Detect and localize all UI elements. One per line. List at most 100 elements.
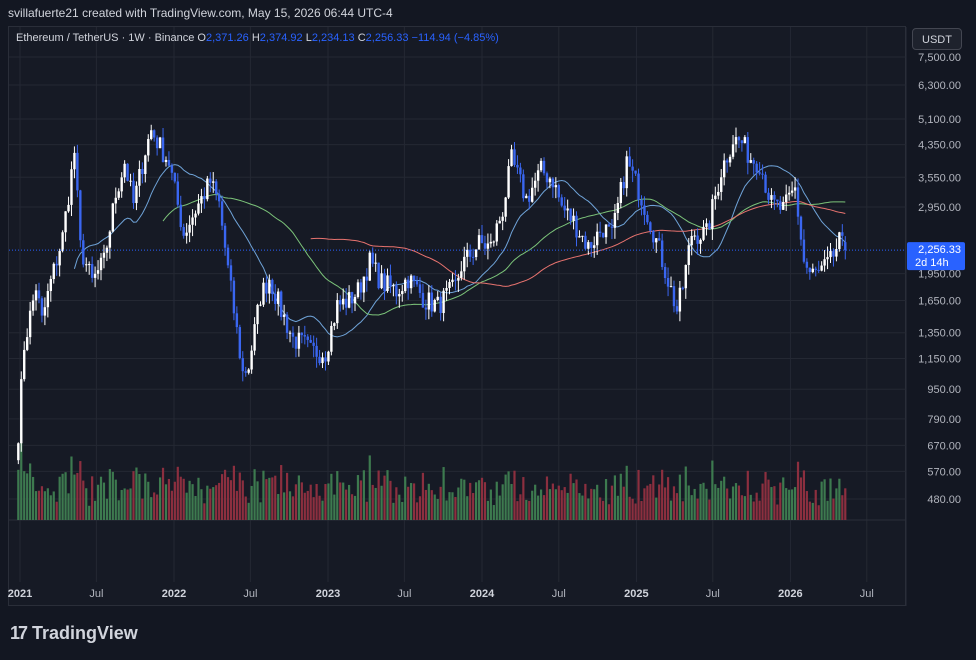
volume-bar-218	[661, 469, 664, 520]
candle-body-112	[347, 292, 351, 308]
candle-body-107	[333, 323, 336, 326]
candle-274	[826, 246, 829, 270]
volume-bar-205	[622, 486, 625, 520]
volume-bar-197	[599, 497, 602, 520]
candle-body-75	[238, 327, 242, 359]
volume-bar-10	[46, 488, 49, 520]
candle-9	[43, 297, 47, 326]
volume-bar-8	[40, 486, 44, 520]
candle-246	[743, 135, 747, 144]
candle-142	[436, 291, 439, 302]
symbol-title[interactable]: Ethereum / TetherUS · 1W · Binance	[16, 32, 195, 44]
candle-body-13	[55, 263, 58, 266]
volume-bar-259	[782, 477, 785, 520]
volume-bar-198	[601, 500, 605, 520]
candle-242	[731, 135, 735, 160]
time-tick-6: 2024	[470, 588, 495, 600]
candle-231	[699, 238, 702, 254]
candle-71	[226, 244, 230, 269]
volume-bar-106	[330, 473, 333, 520]
volume-bar-40	[135, 467, 138, 520]
time-tick-11: Jul	[860, 588, 874, 600]
volume-bar-155	[474, 482, 478, 520]
author-name[interactable]: svillafuerte21	[8, 6, 79, 20]
candle-123	[380, 265, 383, 290]
candle-body-231	[699, 239, 702, 244]
time-tick-4: 2023	[316, 588, 340, 600]
volume-bar-74	[235, 490, 238, 520]
candle-222	[672, 280, 676, 313]
candle-121	[374, 253, 377, 272]
volume-bar-189	[575, 479, 578, 520]
volume-bar-157	[480, 477, 484, 520]
volume-bar-254	[767, 479, 770, 520]
candle-189	[575, 211, 578, 247]
candle-body-11	[49, 279, 52, 292]
candle-body-92	[288, 332, 292, 334]
volume-bar-221	[669, 500, 673, 520]
candle-body-93	[291, 332, 295, 337]
volume-bar-86	[271, 477, 274, 520]
candle-body-50	[164, 159, 168, 163]
candle-body-203	[616, 202, 620, 213]
candle-body-274	[826, 257, 829, 260]
volume-bar-208	[631, 498, 634, 520]
candle-body-66	[212, 181, 215, 183]
volume-bar-5	[31, 476, 35, 520]
candle-body-60	[194, 213, 197, 218]
candle-body-44	[147, 138, 150, 156]
candle-182	[554, 177, 558, 199]
volume-bar-272	[820, 481, 823, 520]
volume-bar-41	[138, 473, 141, 520]
candle-150	[460, 261, 463, 281]
candle-body-230	[696, 235, 699, 244]
volume-bar-66	[212, 487, 215, 520]
candle-body-41	[138, 168, 141, 186]
volume-bar-79	[250, 485, 253, 520]
candle-body-85	[268, 279, 271, 294]
candle-111	[344, 288, 348, 316]
volume-bar-258	[779, 482, 782, 520]
tradingview-logo[interactable]: 17 TradingView	[10, 623, 138, 644]
volume-bar-186	[566, 492, 569, 520]
volume-bar-251	[758, 500, 761, 520]
volume-bar-176	[537, 495, 540, 520]
volume-bar-70	[223, 469, 227, 520]
open-value: 2,371.26	[205, 32, 249, 44]
volume-bar-7	[37, 490, 41, 520]
volume-bar-253	[764, 472, 767, 520]
candle-body-25	[90, 264, 94, 278]
volume-bar-126	[389, 480, 392, 520]
candle-133	[409, 274, 413, 294]
currency-button[interactable]: USDT	[912, 28, 962, 50]
candle-body-243	[734, 137, 738, 145]
candle-102	[318, 349, 321, 366]
candle-195	[593, 236, 596, 258]
candle-body-235	[711, 199, 714, 230]
volume-bar-260	[785, 488, 788, 520]
volume-bar-160	[489, 489, 492, 520]
candle-body-193	[587, 242, 590, 249]
candle-body-96	[300, 332, 304, 336]
candle-body-267	[805, 261, 809, 268]
volume-bar-93	[291, 496, 295, 520]
price-tick-9: 1,150.00	[918, 354, 961, 366]
candle-body-123	[380, 273, 383, 289]
volume-bar-94	[294, 484, 298, 520]
candle-body-209	[634, 170, 637, 174]
price-tick-4: 3,550.00	[918, 172, 961, 184]
volume-bar-63	[203, 503, 206, 520]
candle-body-76	[241, 358, 244, 372]
volume-bar-268	[808, 501, 811, 520]
candle-body-260	[785, 194, 788, 202]
volume-bar-32	[111, 471, 114, 520]
candle-body-268	[808, 267, 812, 273]
candle-51	[167, 151, 171, 166]
volume-bar-202	[613, 475, 617, 520]
volume-bar-164	[501, 484, 504, 520]
candle-22	[82, 233, 85, 268]
candle-body-72	[229, 265, 233, 281]
candle-body-144	[442, 290, 445, 314]
candle-body-172	[525, 195, 528, 199]
